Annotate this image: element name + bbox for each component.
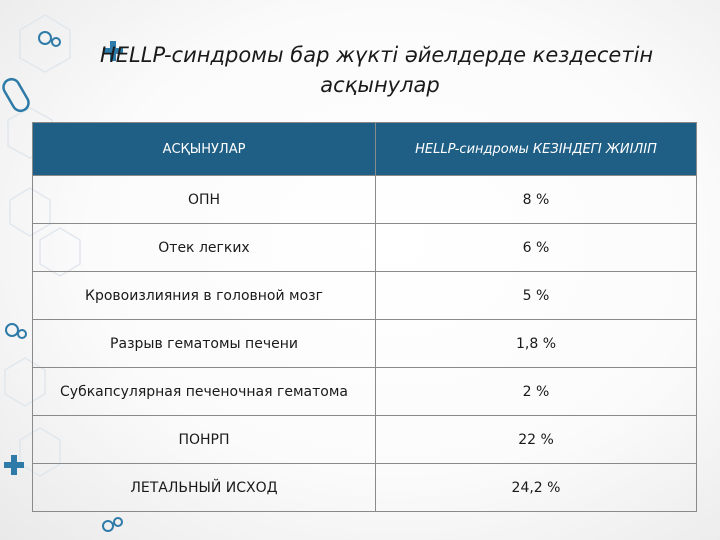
molecule-decor-icon-2: [5, 323, 27, 339]
table-row: ОПН 8 %: [32, 175, 697, 224]
slide-title-line-1: HELLP-синдромы бар жүкті әйелдерде кезде…: [100, 43, 654, 67]
frequency-value: 24,2 %: [375, 463, 697, 512]
complication-name: ОПН: [32, 175, 376, 224]
plus-cross-icon: [103, 41, 123, 61]
frequency-value: 1,8 %: [375, 319, 697, 368]
frequency-value: 6 %: [375, 223, 697, 272]
slide-title: HELLP-синдромы бар жүкті әйелдерде кезде…: [100, 40, 660, 100]
plus-cross-icon-2: [4, 455, 24, 475]
complication-name: ЛЕТАЛЬНЫЙ ИСХОД: [32, 463, 376, 512]
table-row: ЛЕТАЛЬНЫЙ ИСХОД 24,2 %: [32, 463, 697, 512]
complication-name: ПОНРП: [32, 415, 376, 464]
frequency-value: 22 %: [375, 415, 697, 464]
header-frequency: HELLP-синдромы КЕЗІНДЕГІ ЖИІЛІП: [375, 122, 697, 176]
complications-table: АСҚЫНУЛАР HELLP-синдромы КЕЗІНДЕГІ ЖИІЛІ…: [32, 122, 697, 512]
pill-capsule-icon: [2, 77, 30, 113]
frequency-value: 5 %: [375, 271, 697, 320]
complication-name: Кровоизлияния в головной мозг: [32, 271, 376, 320]
slide-title-line-2: асқынулар: [320, 73, 440, 97]
complication-name: Разрыв гематомы печени: [32, 319, 376, 368]
table-row: Кровоизлияния в головной мозг 5 %: [32, 271, 697, 320]
table-row: Разрыв гематомы печени 1,8 %: [32, 319, 697, 368]
frequency-value: 2 %: [375, 367, 697, 416]
table-row: ПОНРП 22 %: [32, 415, 697, 464]
header-complications: АСҚЫНУЛАР: [32, 122, 376, 176]
molecule-decor-icon: [38, 31, 61, 47]
frequency-value: 8 %: [375, 175, 697, 224]
table-row: Субкапсулярная печеночная гематома 2 %: [32, 367, 697, 416]
molecule-decor-icon-3: [102, 517, 123, 532]
table-row: Отек легких 6 %: [32, 223, 697, 272]
complication-name: Отек легких: [32, 223, 376, 272]
complication-name: Субкапсулярная печеночная гематома: [32, 367, 376, 416]
table-header-row: АСҚЫНУЛАР HELLP-синдромы КЕЗІНДЕГІ ЖИІЛІ…: [32, 122, 697, 176]
